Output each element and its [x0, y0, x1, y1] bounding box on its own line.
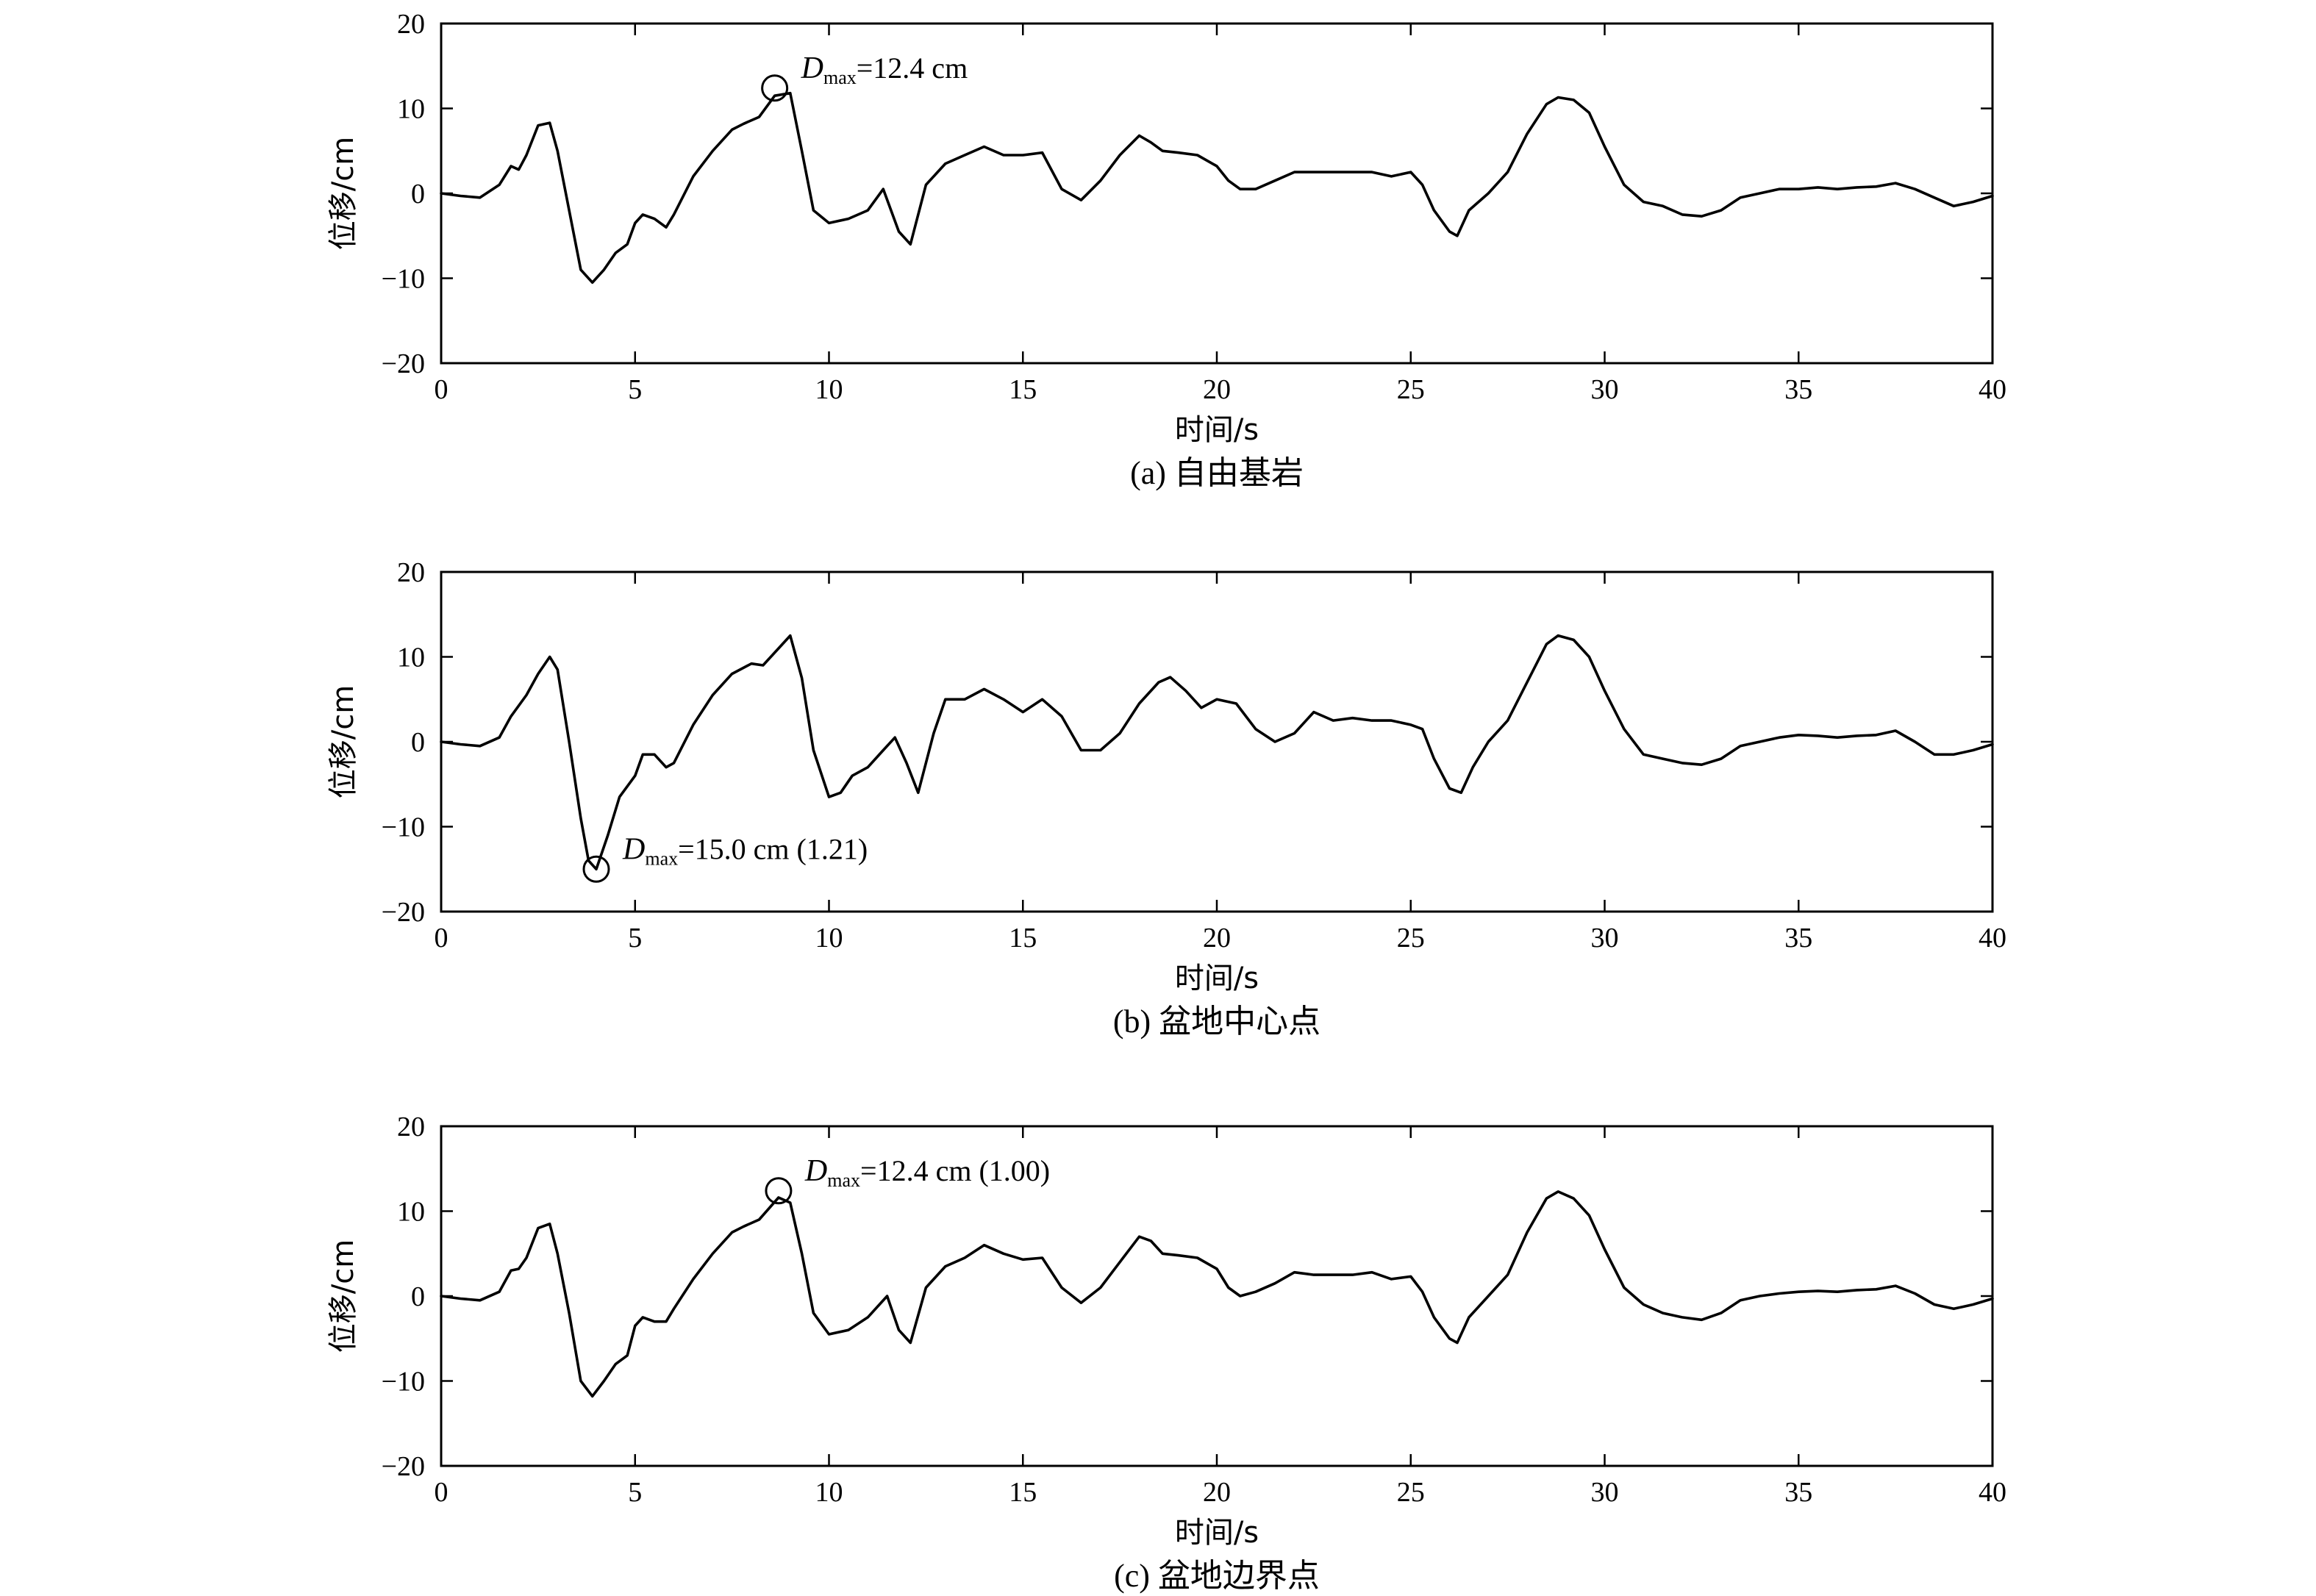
- peak-annotation: Dmax=12.4 cm: [801, 51, 968, 88]
- trace-group: [440, 1190, 1994, 1398]
- y-tick-label: −20: [382, 348, 425, 379]
- peak-marker: [582, 855, 610, 883]
- x-axis-label: 时间/s: [1175, 1516, 1259, 1550]
- x-tick-label: 0: [435, 1477, 448, 1508]
- annotation-text: =15.0 cm (1.21): [678, 832, 868, 865]
- y-tick-label: 20: [397, 9, 425, 40]
- y-tick-label: 10: [397, 94, 425, 125]
- panel-c: 0 5 10 15 20 25 30 35 40 20 10 0 −10 −20 位移/cm 时间/s (…: [326, 1112, 2006, 1594]
- y-tick-label: 10: [397, 1197, 425, 1228]
- panel-caption: (a) 自由基岩: [1130, 455, 1304, 491]
- annotation-symbol: D: [804, 1154, 827, 1188]
- x-tick-label: 15: [1009, 374, 1037, 405]
- annotation-subscript: max: [645, 848, 678, 869]
- x-tick-label: 25: [1397, 1477, 1425, 1508]
- x-tick-label: 20: [1203, 923, 1231, 953]
- panel-a: 0 5 10 15 20 25 30 35 40 20 10 0 −10 −20 位移/cm 时间/s (…: [326, 9, 2006, 491]
- x-tick-label: 15: [1009, 923, 1037, 953]
- x-tick-label: 5: [628, 923, 642, 953]
- x-axis-label: 时间/s: [1175, 962, 1259, 995]
- peak-annotation: Dmax=12.4 cm (1.00): [804, 1154, 1050, 1191]
- annotation-subscript: max: [823, 67, 857, 88]
- y-tick-label: 0: [411, 727, 425, 758]
- peak-marker: [761, 74, 789, 102]
- annotation-text: =12.4 cm (1.00): [860, 1154, 1050, 1187]
- series-line: [440, 91, 1994, 285]
- x-tick-label: 35: [1784, 923, 1812, 953]
- peak-marker: [765, 1177, 793, 1205]
- y-tick-label: 20: [397, 557, 425, 588]
- x-tick-label: 10: [815, 1477, 843, 1508]
- y-axis-label: 位移/cm: [326, 685, 360, 798]
- x-tick-label: 35: [1784, 374, 1812, 405]
- x-tick-label: 40: [1979, 374, 2006, 405]
- x-tick-label: 5: [628, 1477, 642, 1508]
- x-axis-label: 时间/s: [1175, 413, 1259, 447]
- y-tick-label: 0: [411, 179, 425, 210]
- panel-b: 0 5 10 15 20 25 30 35 40 20 10 0 −10 −20 位移/cm 时间/s (…: [326, 557, 2006, 1039]
- x-tick-label: 30: [1591, 374, 1619, 405]
- x-tick-label: 10: [815, 374, 843, 405]
- x-tick-label: 0: [435, 374, 448, 405]
- ticks: 0 5 10 15 20 25 30 35 40 20 10 0 −10 −20: [382, 557, 2006, 953]
- annotation-text: =12.4 cm: [857, 51, 968, 85]
- y-tick-label: 20: [397, 1112, 425, 1142]
- x-tick-label: 30: [1591, 923, 1619, 953]
- y-tick-label: 10: [397, 643, 425, 673]
- x-tick-label: 40: [1979, 923, 2006, 953]
- annotation-symbol: D: [622, 832, 645, 866]
- y-tick-label: −20: [382, 1451, 425, 1482]
- x-tick-label: 35: [1784, 1477, 1812, 1508]
- x-tick-label: 10: [815, 923, 843, 953]
- y-axis-label: 位移/cm: [326, 137, 360, 250]
- panel-caption: (c) 盆地边界点: [1114, 1558, 1320, 1594]
- y-tick-label: 0: [411, 1281, 425, 1312]
- peak-annotation: Dmax=15.0 cm (1.21): [622, 832, 868, 869]
- x-tick-label: 15: [1009, 1477, 1037, 1508]
- x-tick-label: 25: [1397, 374, 1425, 405]
- y-tick-label: −20: [382, 897, 425, 928]
- y-tick-label: −10: [382, 264, 425, 295]
- y-tick-label: −10: [382, 1367, 425, 1398]
- annotation-symbol: D: [801, 51, 823, 85]
- x-tick-label: 40: [1979, 1477, 2006, 1508]
- y-axis-label: 位移/cm: [326, 1239, 360, 1353]
- trace-group: [440, 91, 1994, 285]
- x-tick-label: 30: [1591, 1477, 1619, 1508]
- panel-caption: (b) 盆地中心点: [1113, 1003, 1320, 1039]
- ticks: 0 5 10 15 20 25 30 35 40 20 10 0 −10 −20: [382, 9, 2006, 405]
- x-tick-label: 20: [1203, 1477, 1231, 1508]
- x-tick-label: 20: [1203, 374, 1231, 405]
- trace-group: [440, 634, 1994, 871]
- x-tick-label: 25: [1397, 923, 1425, 953]
- x-tick-label: 5: [628, 374, 642, 405]
- series-line: [440, 1190, 1994, 1398]
- x-tick-label: 0: [435, 923, 448, 953]
- y-tick-label: −10: [382, 812, 425, 843]
- annotation-subscript: max: [827, 1170, 860, 1191]
- ticks: 0 5 10 15 20 25 30 35 40 20 10 0 −10 −20: [382, 1112, 2006, 1508]
- series-line: [440, 634, 1994, 871]
